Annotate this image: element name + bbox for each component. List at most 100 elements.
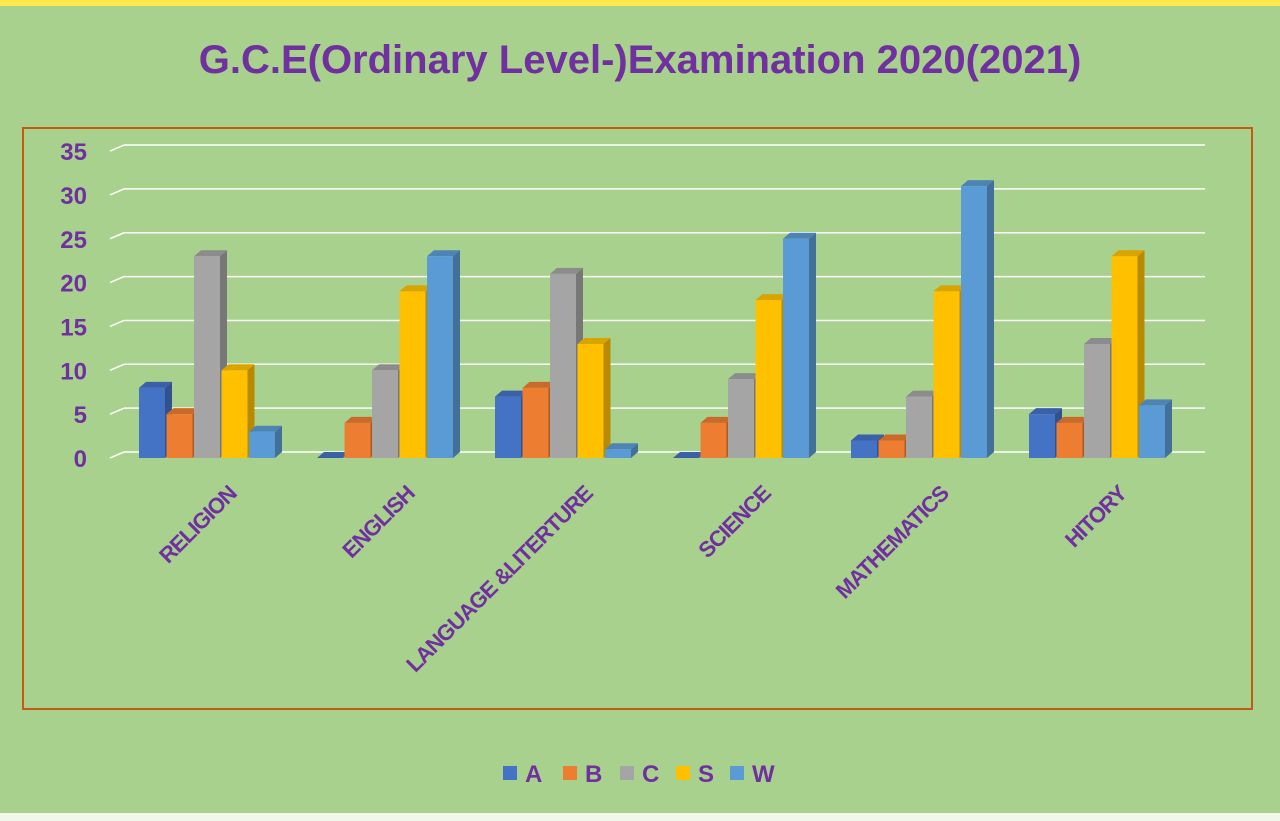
- category-group: [851, 180, 994, 458]
- category-label: MATHEMATICS: [831, 481, 954, 604]
- bar-B: [166, 414, 193, 458]
- category-group: [673, 232, 816, 458]
- category-group: [495, 267, 638, 458]
- legend-swatch: [620, 766, 634, 780]
- bar-top: [194, 250, 227, 257]
- bar-top: [1056, 416, 1090, 423]
- plot-frame: [22, 127, 1253, 710]
- top-border: [0, 0, 1280, 6]
- category-label: ENGLISH: [337, 481, 419, 563]
- bar-side: [809, 232, 816, 458]
- bar-top: [783, 232, 816, 239]
- bar-C: [728, 379, 754, 458]
- bar-W: [1139, 405, 1165, 458]
- bar-top: [249, 425, 282, 432]
- legend-label: W: [752, 761, 775, 788]
- bar-top: [906, 390, 939, 397]
- bar-top: [673, 452, 706, 458]
- bar-top: [317, 452, 350, 458]
- bottom-band: [0, 813, 1280, 821]
- bar-S: [1111, 256, 1138, 458]
- bar-top: [755, 294, 789, 301]
- legend-label: S: [698, 761, 714, 788]
- bar-top: [221, 364, 255, 371]
- bar-side: [1165, 399, 1172, 458]
- y-tick-label: 25: [60, 227, 87, 254]
- y-tick-label: 10: [60, 358, 87, 385]
- y-tick-label: 5: [74, 402, 87, 429]
- bar-S: [221, 370, 248, 458]
- bar-side: [603, 337, 611, 458]
- bar-C: [194, 256, 220, 458]
- y-tick-label: 35: [60, 139, 87, 166]
- bar-S: [933, 291, 960, 458]
- bar-top: [372, 364, 405, 371]
- bar-side: [631, 443, 638, 458]
- bar-S: [399, 291, 426, 458]
- bar-top: [550, 267, 583, 274]
- gridlines: [109, 144, 1205, 459]
- legend-label: B: [585, 761, 602, 788]
- bar-A: [139, 387, 165, 458]
- bar-B: [700, 422, 727, 458]
- gridline-diag: [109, 363, 125, 371]
- bar-top: [139, 381, 172, 388]
- bar-top: [605, 443, 638, 450]
- bar-W: [783, 238, 809, 458]
- bar-top: [1111, 250, 1145, 257]
- bar-top: [878, 434, 912, 441]
- bar-top: [933, 285, 967, 292]
- category-label: RELIGION: [154, 481, 241, 568]
- y-tick-label: 0: [74, 446, 87, 473]
- bar-C: [372, 370, 398, 458]
- legend-swatch: [730, 766, 744, 780]
- bar-top: [522, 381, 556, 388]
- category-group: [139, 250, 282, 458]
- bar-B: [878, 440, 905, 458]
- category-label: HITORY: [1060, 480, 1132, 552]
- bar-top: [344, 416, 378, 423]
- bar-top: [728, 373, 761, 380]
- bar-top: [166, 408, 200, 415]
- bar-side: [987, 180, 994, 458]
- bar-top: [1139, 399, 1172, 406]
- category-label: SCIENCE: [693, 481, 775, 563]
- gridline-diag: [109, 144, 125, 152]
- bar-top: [700, 416, 734, 423]
- bar-top: [961, 180, 994, 187]
- gridline-diag: [109, 232, 125, 240]
- bar-B: [1056, 422, 1083, 458]
- bar-side: [453, 250, 460, 458]
- bar-A: [1029, 414, 1055, 458]
- bar-top: [1084, 337, 1117, 344]
- bar-side: [275, 425, 282, 458]
- bar-B: [522, 387, 549, 458]
- bar-C: [1084, 343, 1110, 458]
- legend-swatch: [503, 766, 517, 780]
- bar-top: [577, 337, 611, 344]
- bar-B: [344, 422, 371, 458]
- legend-label: A: [525, 761, 542, 788]
- bar-W: [249, 431, 275, 458]
- legend-label: C: [642, 761, 659, 788]
- gridline-diag: [109, 451, 125, 459]
- bar-S: [577, 343, 604, 458]
- category-group: [317, 250, 460, 458]
- category-group: [1029, 250, 1172, 458]
- bar-W: [961, 186, 987, 458]
- bar-top: [495, 390, 528, 397]
- y-tick-label: 20: [60, 271, 87, 298]
- bar-A: [851, 440, 877, 458]
- gridline-diag: [109, 188, 125, 196]
- bar-W: [427, 256, 453, 458]
- chart-title: G.C.E(Ordinary Level-)Examination 2020(2…: [198, 38, 1082, 82]
- legend-swatch: [676, 766, 690, 780]
- gridline-diag: [109, 275, 125, 284]
- category-label: LANGUAGE &LITERTURE: [401, 481, 597, 677]
- bar-top: [399, 285, 433, 292]
- y-tick-label: 30: [60, 183, 87, 210]
- legend-swatch: [563, 766, 577, 780]
- gridline-diag: [109, 319, 125, 328]
